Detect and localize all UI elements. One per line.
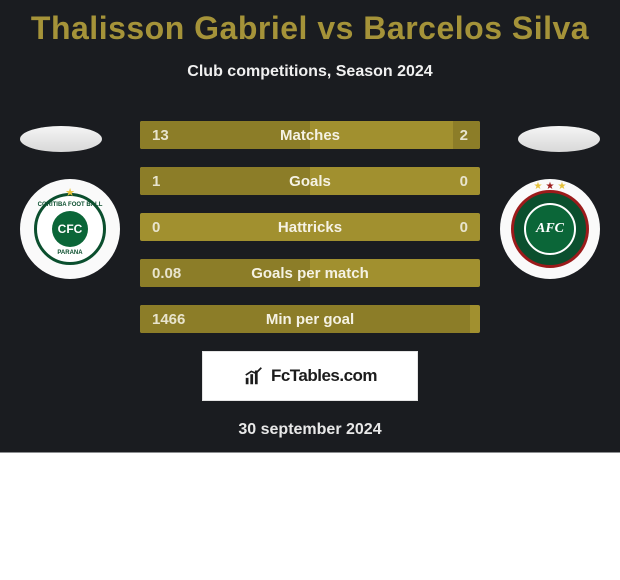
stat-label: Goals [140, 173, 480, 190]
crest-ring-text-top: CORITIBA FOOT BALL [38, 202, 103, 208]
page-title: Thalisson Gabriel vs Barcelos Silva [0, 0, 620, 47]
team-left-badge: ★ CORITIBA FOOT BALL CFC PARANA [20, 179, 120, 279]
coritiba-crest: ★ CORITIBA FOOT BALL CFC PARANA [34, 193, 106, 265]
stat-value-right: 0 [460, 219, 468, 236]
team-right-badge: ★ ★ ★ AFC [500, 179, 600, 279]
comparison-block: ★ CORITIBA FOOT BALL CFC PARANA ★ ★ ★ AF… [0, 121, 620, 439]
star-icon: ★ [557, 181, 566, 192]
star-icon: ★ [534, 181, 543, 192]
page-subtitle: Club competitions, Season 2024 [0, 63, 620, 81]
stat-row: 13Matches2 [140, 121, 480, 149]
stat-row: 0.08Goals per match [140, 259, 480, 287]
footer-date: 30 september 2024 [0, 421, 620, 439]
stat-value-right: 0 [460, 173, 468, 190]
player-left-silhouette [20, 126, 102, 152]
player-right-silhouette [518, 126, 600, 152]
star-icon: ★ [65, 186, 75, 199]
stat-label: Min per goal [140, 311, 480, 328]
bar-chart-icon [243, 365, 265, 387]
stat-row: 0Hattricks0 [140, 213, 480, 241]
crest-center-text: CFC [52, 211, 88, 247]
stat-value-right: 2 [460, 127, 468, 144]
stat-row: 1466Min per goal [140, 305, 480, 333]
stat-label: Goals per match [140, 265, 480, 282]
stat-bars: 13Matches21Goals00Hattricks00.08Goals pe… [140, 121, 480, 333]
stat-row: 1Goals0 [140, 167, 480, 195]
stat-label: Hattricks [140, 219, 480, 236]
stat-label: Matches [140, 127, 480, 144]
crest-ring-text-bottom: PARANA [57, 250, 82, 256]
crest-stars: ★ ★ ★ [534, 181, 567, 192]
branding-box: FcTables.com [202, 351, 418, 401]
america-crest: ★ ★ ★ AFC [511, 190, 589, 268]
branding-text: FcTables.com [271, 366, 377, 386]
star-icon: ★ [546, 181, 555, 192]
crest-center-text: AFC [524, 203, 576, 255]
